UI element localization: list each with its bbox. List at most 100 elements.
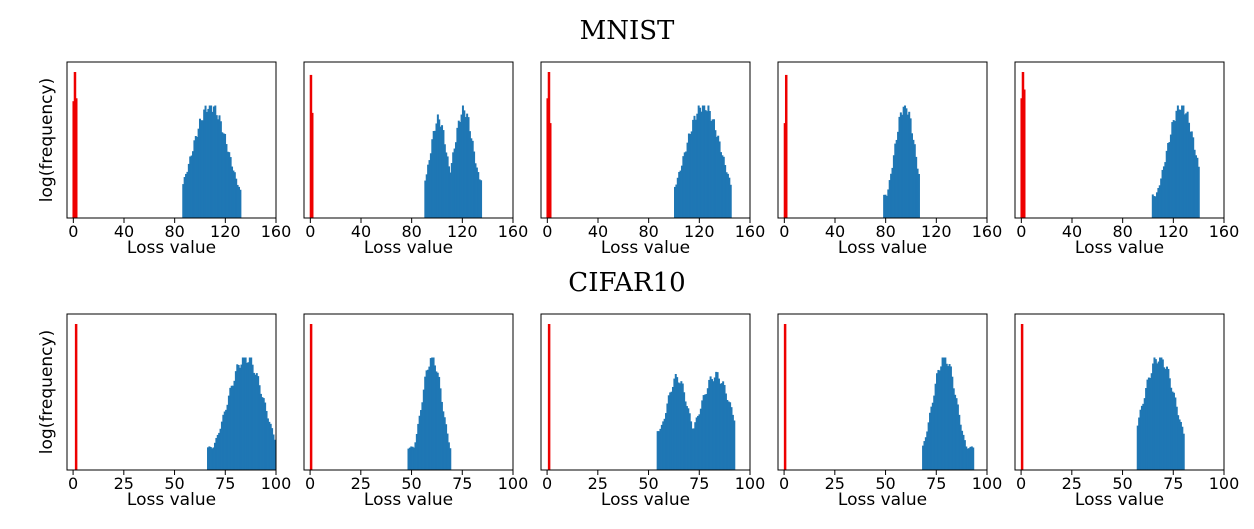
x-axis-label-5: Loss value <box>127 490 216 510</box>
baseline-bar-2-2 <box>548 123 552 218</box>
distribution-bar-7-5 <box>663 418 666 470</box>
distribution-bar-0-39 <box>236 184 239 218</box>
distribution-bar-2-34 <box>721 155 724 218</box>
distribution-bar-2-6 <box>682 156 685 218</box>
distribution-bar-5-9 <box>219 428 222 470</box>
distribution-bar-0-41 <box>239 189 242 218</box>
distribution-bar-2-24 <box>707 105 710 218</box>
distribution-bar-0-34 <box>229 157 232 218</box>
distribution-bar-8-4 <box>927 422 930 470</box>
distribution-bar-1-6 <box>432 131 435 218</box>
distribution-bar-8-12 <box>938 370 941 470</box>
distribution-bar-5-0 <box>207 447 210 470</box>
distribution-bar-2-23 <box>706 111 709 218</box>
distribution-bar-0-33 <box>228 152 231 218</box>
distribution-bar-1-24 <box>457 120 460 218</box>
distribution-bar-7-34 <box>704 394 707 470</box>
distribution-bar-4-28 <box>1190 131 1193 218</box>
distribution-bar-4-12 <box>1168 142 1171 218</box>
x-tick-label-0-4: 160 <box>261 222 292 241</box>
distribution-bar-8-19 <box>948 364 951 470</box>
distribution-bar-7-3 <box>660 424 663 470</box>
distribution-bar-1-30 <box>466 113 469 218</box>
distribution-bar-0-6 <box>190 155 193 218</box>
distribution-bar-6-19 <box>433 365 436 470</box>
x-axis-label-8: Loss value <box>838 490 927 510</box>
distribution-bar-7-29 <box>697 415 700 470</box>
distribution-bar-2-5 <box>680 165 683 218</box>
distribution-bar-7-55 <box>733 420 736 470</box>
distribution-bar-2-12 <box>690 131 693 218</box>
distribution-bar-6-10 <box>421 402 424 470</box>
baseline-bar-2-1 <box>547 72 551 218</box>
distribution-bar-4-24 <box>1185 113 1188 218</box>
x-tick-label-8-0: 0 <box>779 474 789 493</box>
distribution-bar-5-28 <box>246 362 249 470</box>
distribution-bar-1-2 <box>427 164 430 218</box>
distribution-bar-6-0 <box>407 448 410 470</box>
distribution-bar-6-26 <box>443 417 446 470</box>
distribution-bar-0-4 <box>187 163 190 218</box>
x-tick-label-5-4: 100 <box>261 474 292 493</box>
distribution-bar-6-14 <box>426 369 429 470</box>
distribution-bar-9-15 <box>1157 361 1160 470</box>
distribution-bar-8-9 <box>934 383 937 470</box>
distribution-bar-8-35 <box>970 446 973 470</box>
distribution-bar-9-24 <box>1170 387 1173 470</box>
distribution-bar-6-13 <box>425 370 428 470</box>
distribution-bar-0-23 <box>214 105 217 218</box>
distribution-bar-3-25 <box>917 173 920 218</box>
x-tick-label-9-2: 50 <box>1112 474 1132 493</box>
x-tick-label-1-1: 40 <box>351 222 371 241</box>
distribution-bar-5-26 <box>243 357 246 470</box>
distribution-bar-9-8 <box>1147 377 1150 470</box>
distribution-bar-1-19 <box>450 163 453 218</box>
distribution-bar-0-17 <box>205 111 208 218</box>
distribution-bar-7-37 <box>708 379 711 470</box>
distribution-bar-4-19 <box>1178 109 1181 218</box>
distribution-bar-7-54 <box>731 414 734 470</box>
distribution-bar-3-20 <box>911 133 913 218</box>
distribution-bar-1-38 <box>477 172 480 218</box>
distribution-bar-0-0 <box>182 184 185 218</box>
distribution-bar-4-25 <box>1186 111 1189 218</box>
x-tick-label-3-2: 80 <box>875 222 895 241</box>
distribution-bar-1-9 <box>436 114 439 218</box>
distribution-bar-4-11 <box>1167 143 1170 218</box>
distribution-bar-3-13 <box>901 114 904 218</box>
distribution-bar-2-20 <box>701 105 704 218</box>
distribution-bar-5-17 <box>230 385 233 470</box>
distribution-bar-8-6 <box>930 406 933 470</box>
distribution-bar-7-49 <box>724 393 727 470</box>
distribution-bar-8-3 <box>926 431 929 470</box>
distribution-bar-2-18 <box>699 107 702 218</box>
distribution-bar-4-22 <box>1182 105 1185 218</box>
distribution-bar-7-20 <box>684 401 687 470</box>
distribution-bar-9-18 <box>1161 359 1164 470</box>
x-tick-label-4-4: 160 <box>1209 222 1240 241</box>
distribution-bar-7-10 <box>670 391 673 470</box>
x-tick-label-4-1: 40 <box>1062 222 1082 241</box>
baseline-bar-1-1 <box>310 112 314 218</box>
distribution-bar-5-46 <box>271 428 274 470</box>
baseline-bar-3-1 <box>784 74 788 218</box>
distribution-bar-1-35 <box>473 151 476 218</box>
distribution-bar-2-10 <box>687 133 690 218</box>
distribution-bar-7-22 <box>687 408 690 470</box>
distribution-bar-0-40 <box>238 186 240 218</box>
distribution-bar-7-18 <box>681 383 684 470</box>
distribution-bar-7-13 <box>674 373 677 470</box>
distribution-bar-8-8 <box>933 395 936 470</box>
distribution-bar-7-16 <box>678 383 681 470</box>
distribution-bar-8-17 <box>945 363 948 470</box>
distribution-bar-6-27 <box>445 424 448 470</box>
distribution-bar-4-29 <box>1192 137 1195 218</box>
distribution-bar-8-26 <box>958 414 961 470</box>
distribution-bar-0-12 <box>198 118 201 218</box>
distribution-bar-4-26 <box>1188 122 1191 218</box>
distribution-bar-7-27 <box>694 422 697 470</box>
baseline-bar-4-2 <box>1022 89 1026 219</box>
x-tick-label-1-4: 160 <box>498 222 529 241</box>
distribution-bar-0-18 <box>207 108 210 218</box>
distribution-bar-5-39 <box>261 397 264 470</box>
